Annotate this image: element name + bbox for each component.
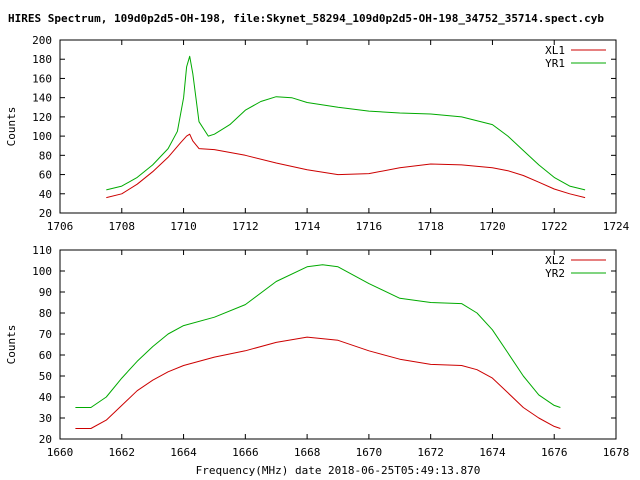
- plot-frame: [59, 39, 617, 214]
- x-axis-label: Frequency(MHz) date 2018-06-25T05:49:13.…: [196, 464, 481, 477]
- y-tick-label: 80: [39, 307, 52, 320]
- y-tick-label: 60: [39, 169, 52, 182]
- x-tick-label: 1724: [603, 220, 630, 233]
- y-tick-label: 180: [32, 53, 52, 66]
- y-axis-label: Counts: [5, 107, 18, 147]
- series-line-xl1: [106, 133, 586, 199]
- x-tick-label: 1718: [417, 220, 444, 233]
- series-line-yr2: [75, 264, 561, 408]
- y-tick-label: 30: [39, 412, 52, 425]
- x-tick-label: 1666: [232, 446, 259, 459]
- x-tick-label: 1668: [294, 446, 321, 459]
- y-tick-label: 40: [39, 391, 52, 404]
- x-tick-label: 1660: [47, 446, 74, 459]
- figure-title: HIRES Spectrum, 109d0p2d5-OH-198, file:S…: [8, 12, 604, 25]
- plot-frame: [59, 249, 617, 440]
- y-tick-label: 140: [32, 92, 52, 105]
- x-tick-label: 1708: [109, 220, 136, 233]
- y-tick-label: 50: [39, 370, 52, 383]
- y-axis-label: Counts: [5, 325, 18, 365]
- y-tick-label: 100: [32, 130, 52, 143]
- x-tick-label: 1712: [232, 220, 259, 233]
- legend-label: XL2: [545, 254, 565, 267]
- x-tick-label: 1664: [170, 446, 197, 459]
- y-tick-label: 110: [32, 244, 52, 257]
- x-tick-label: 1714: [294, 220, 321, 233]
- x-tick-label: 1670: [356, 446, 383, 459]
- x-tick-label: 1662: [109, 446, 136, 459]
- y-tick-label: 20: [39, 207, 52, 220]
- y-tick-label: 160: [32, 72, 52, 85]
- x-tick-label: 1678: [603, 446, 630, 459]
- x-tick-label: 1672: [417, 446, 444, 459]
- y-tick-label: 200: [32, 34, 52, 47]
- y-tick-label: 70: [39, 328, 52, 341]
- y-tick-label: 90: [39, 286, 52, 299]
- legend-label: YR2: [545, 267, 565, 280]
- y-tick-label: 120: [32, 111, 52, 124]
- series-line-xl2: [75, 336, 561, 429]
- x-tick-label: 1716: [356, 220, 383, 233]
- y-tick-label: 20: [39, 433, 52, 446]
- legend-label: XL1: [545, 44, 565, 57]
- x-tick-label: 1676: [541, 446, 568, 459]
- y-tick-label: 40: [39, 188, 52, 201]
- chart-panel-top: 1706 1708 1710 1712 1714 1716 1718 1720 1722 1724…: [5, 34, 630, 233]
- series-line-yr1: [106, 55, 586, 191]
- x-tick-label: 1710: [170, 220, 197, 233]
- y-tick-label: 60: [39, 349, 52, 362]
- y-tick-label: 100: [32, 265, 52, 278]
- legend-label: YR1: [545, 57, 565, 70]
- x-tick-label: 1674: [479, 446, 506, 459]
- x-tick-label: 1720: [479, 220, 506, 233]
- x-tick-label: 1706: [47, 220, 74, 233]
- x-tick-label: 1722: [541, 220, 568, 233]
- chart-panel-bottom: 1660 1662 1664 1666 1668 1670 1672 1674 1676 1678…: [5, 244, 629, 459]
- y-tick-label: 80: [39, 149, 52, 162]
